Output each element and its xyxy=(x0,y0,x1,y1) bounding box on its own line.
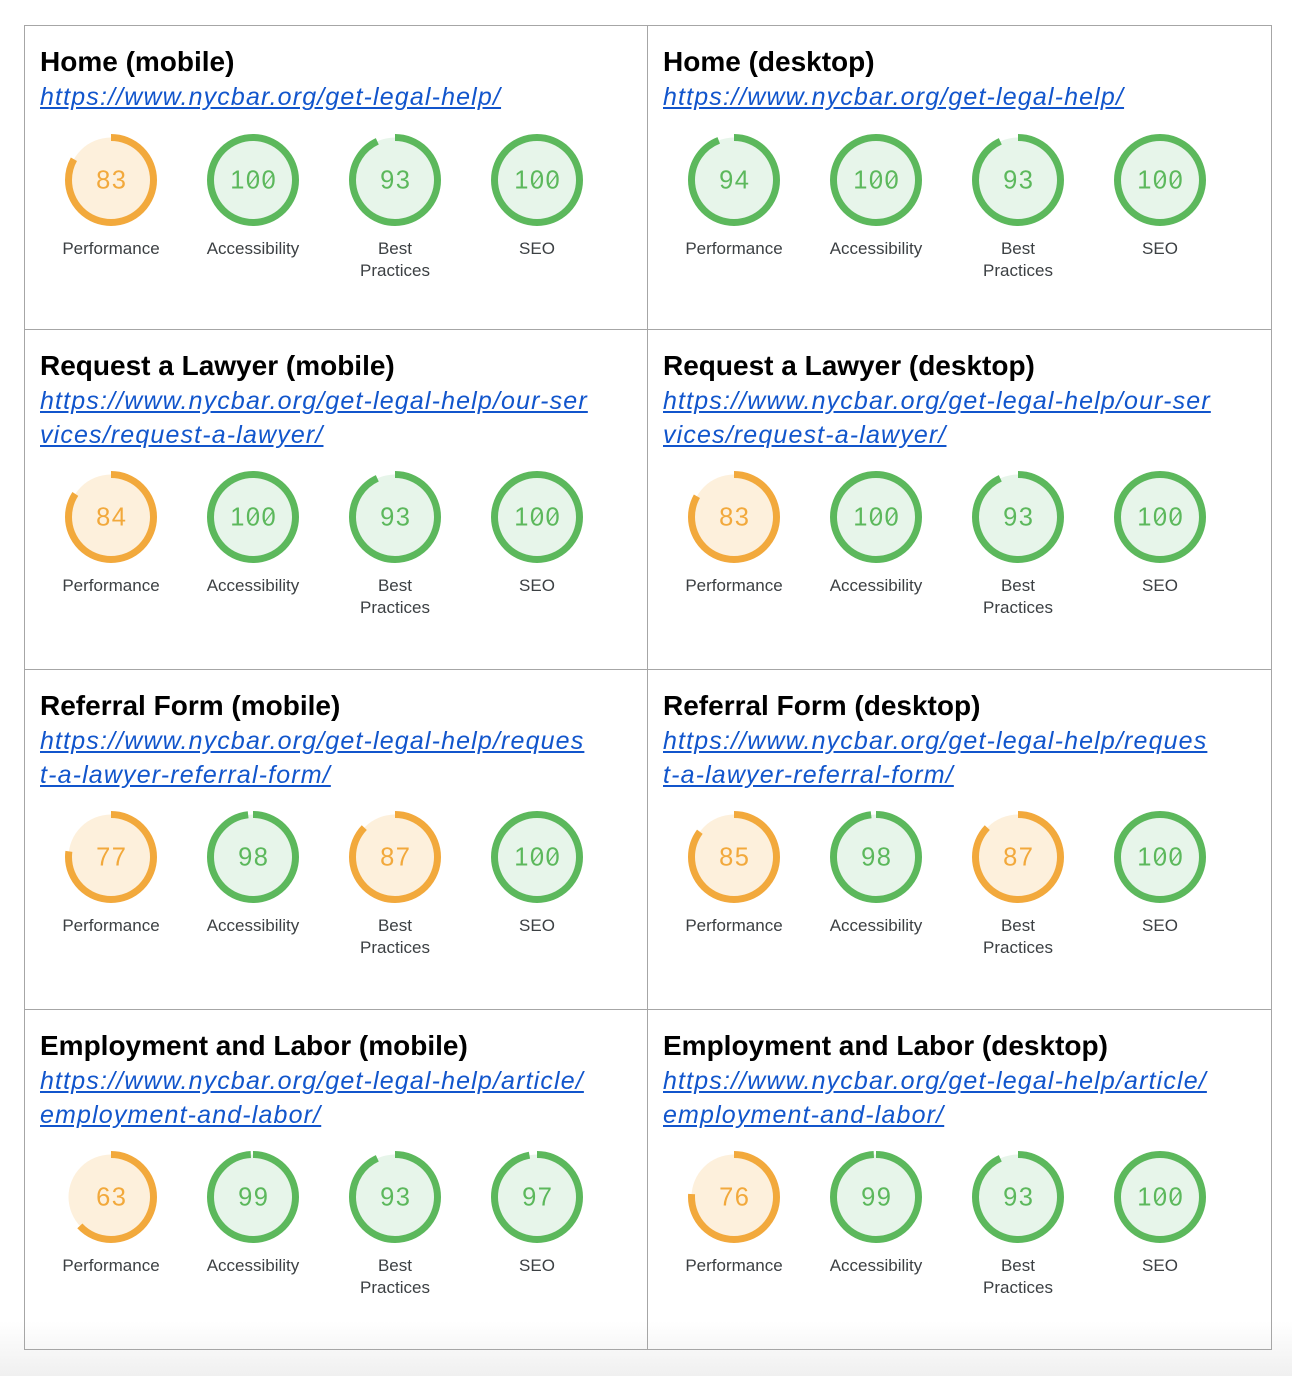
svg-text:9: 9 xyxy=(1003,1184,1017,1212)
svg-text:9: 9 xyxy=(861,844,875,872)
svg-text:3: 3 xyxy=(396,167,410,195)
svg-text:3: 3 xyxy=(1019,167,1033,195)
svg-text:1: 1 xyxy=(853,167,867,195)
svg-text:3: 3 xyxy=(112,167,126,195)
svg-text:8: 8 xyxy=(1003,844,1017,872)
svg-text:4: 4 xyxy=(735,167,749,195)
svg-text:9: 9 xyxy=(238,1184,252,1212)
svg-text:8: 8 xyxy=(96,504,110,532)
svg-text:9: 9 xyxy=(380,1184,394,1212)
svg-text:9: 9 xyxy=(380,167,394,195)
svg-text:7: 7 xyxy=(96,844,110,872)
svg-text:6: 6 xyxy=(96,1184,110,1212)
svg-text:1: 1 xyxy=(514,167,528,195)
svg-text:1: 1 xyxy=(230,504,244,532)
svg-text:1: 1 xyxy=(514,844,528,872)
svg-text:8: 8 xyxy=(719,504,733,532)
svg-text:3: 3 xyxy=(396,1184,410,1212)
svg-text:9: 9 xyxy=(719,167,733,195)
svg-text:3: 3 xyxy=(735,504,749,532)
svg-text:8: 8 xyxy=(96,167,110,195)
svg-text:8: 8 xyxy=(877,844,891,872)
svg-text:8: 8 xyxy=(380,844,394,872)
svg-text:7: 7 xyxy=(719,1184,733,1212)
svg-text:9: 9 xyxy=(380,504,394,532)
svg-text:8: 8 xyxy=(254,844,268,872)
svg-text:9: 9 xyxy=(1003,167,1017,195)
svg-text:9: 9 xyxy=(861,1184,875,1212)
svg-text:6: 6 xyxy=(735,1184,749,1212)
svg-text:7: 7 xyxy=(112,844,126,872)
svg-text:9: 9 xyxy=(238,844,252,872)
svg-text:7: 7 xyxy=(538,1184,552,1212)
svg-text:1: 1 xyxy=(1137,167,1151,195)
svg-text:3: 3 xyxy=(112,1184,126,1212)
svg-text:7: 7 xyxy=(1019,844,1033,872)
svg-text:4: 4 xyxy=(112,504,126,532)
svg-text:1: 1 xyxy=(853,504,867,532)
svg-text:1: 1 xyxy=(1137,1184,1151,1212)
svg-text:1: 1 xyxy=(230,167,244,195)
svg-text:9: 9 xyxy=(877,1184,891,1212)
svg-text:3: 3 xyxy=(1019,1184,1033,1212)
svg-text:9: 9 xyxy=(522,1184,536,1212)
svg-text:3: 3 xyxy=(1019,504,1033,532)
svg-text:9: 9 xyxy=(254,1184,268,1212)
svg-text:1: 1 xyxy=(514,504,528,532)
svg-text:3: 3 xyxy=(396,504,410,532)
svg-text:1: 1 xyxy=(1137,844,1151,872)
svg-text:7: 7 xyxy=(396,844,410,872)
svg-text:5: 5 xyxy=(735,844,749,872)
svg-text:1: 1 xyxy=(1137,504,1151,532)
svg-text:8: 8 xyxy=(719,844,733,872)
svg-text:9: 9 xyxy=(1003,504,1017,532)
